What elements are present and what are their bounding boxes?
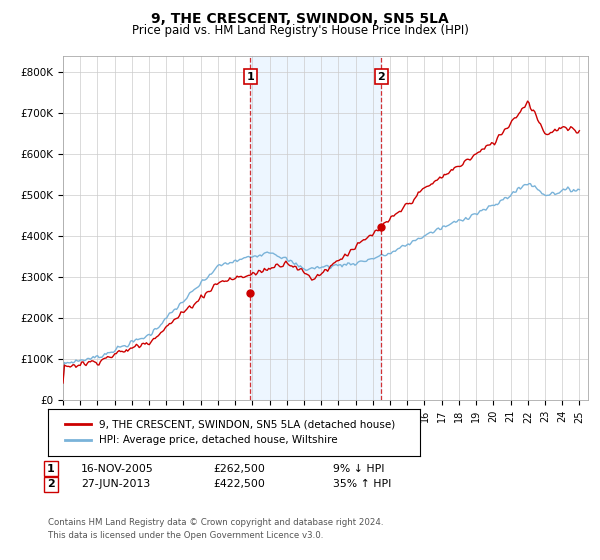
Bar (250, 56, 381, 400)
Text: 1: 1 (247, 72, 254, 82)
Text: 16-NOV-2005: 16-NOV-2005 (81, 464, 154, 474)
Text: 2: 2 (377, 72, 385, 82)
Text: £422,500: £422,500 (213, 479, 265, 489)
Text: Contains HM Land Registry data © Crown copyright and database right 2024.
This d: Contains HM Land Registry data © Crown c… (48, 519, 383, 540)
Text: 9, THE CRESCENT, SWINDON, SN5 5LA: 9, THE CRESCENT, SWINDON, SN5 5LA (151, 12, 449, 26)
Text: 35% ↑ HPI: 35% ↑ HPI (333, 479, 391, 489)
Text: 1: 1 (47, 464, 55, 474)
Text: Price paid vs. HM Land Registry's House Price Index (HPI): Price paid vs. HM Land Registry's House … (131, 24, 469, 36)
Text: 27-JUN-2013: 27-JUN-2013 (81, 479, 150, 489)
Text: 2: 2 (47, 479, 55, 489)
Text: 9% ↓ HPI: 9% ↓ HPI (333, 464, 385, 474)
Legend: 9, THE CRESCENT, SWINDON, SN5 5LA (detached house), HPI: Average price, detached: 9, THE CRESCENT, SWINDON, SN5 5LA (detac… (61, 416, 400, 449)
Text: £262,500: £262,500 (213, 464, 265, 474)
